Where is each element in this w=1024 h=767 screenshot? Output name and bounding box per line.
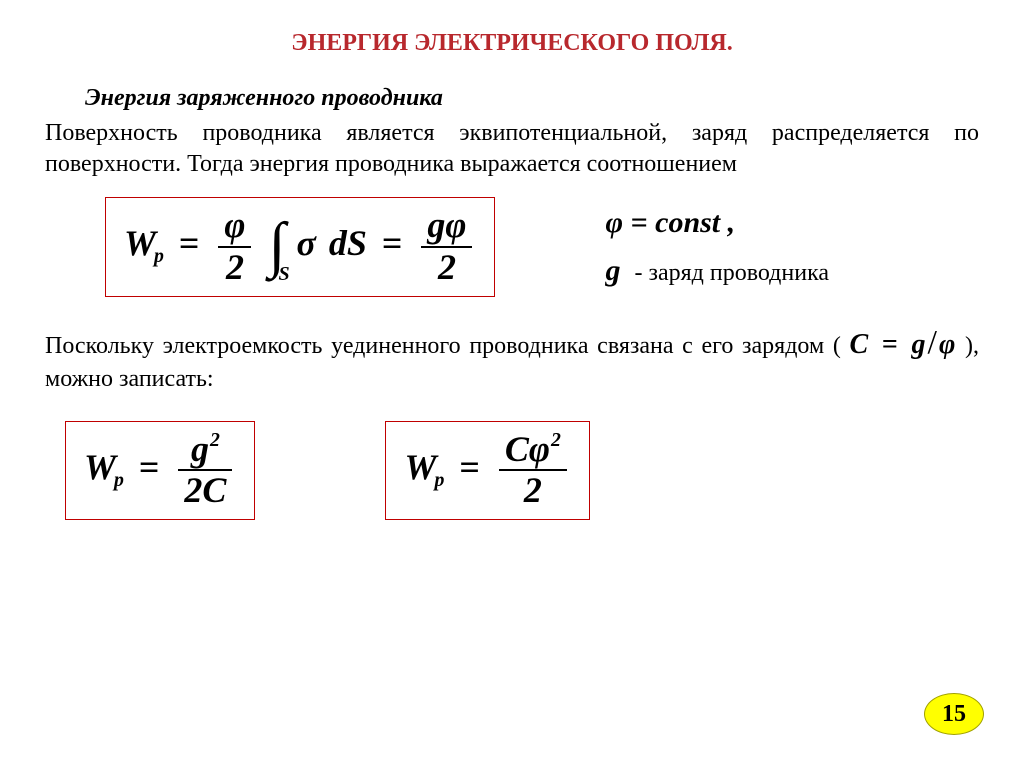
formula-box-c: Wp = Cφ2 2 xyxy=(385,421,589,520)
formula-box-main: Wp = φ 2 ∫ S σ dS = gφ 2 xyxy=(105,197,495,296)
formula-c-phi-squared: Wp = Cφ2 2 xyxy=(404,447,570,487)
formula-g-squared: Wp = g2 2C xyxy=(84,447,236,487)
page-number-badge: 15 xyxy=(924,693,984,735)
paragraph-1: Поверхность проводника является эквипоте… xyxy=(45,118,979,179)
inline-formula-capacity: C = g/φ xyxy=(850,329,966,360)
side-annotations: φ = const , g - заряд проводника xyxy=(605,206,829,288)
section-subtitle: Энергия заряженного проводника xyxy=(85,85,979,112)
formula-box-g: Wp = g2 2C xyxy=(65,421,255,520)
page-title: ЭНЕРГИЯ ЭЛЕКТРИЧЕСКОГО ПОЛЯ. xyxy=(45,30,979,57)
formula-row-bottom: Wp = g2 2C Wp = Cφ2 2 xyxy=(65,421,979,520)
formula-main: Wp = φ 2 ∫ S σ dS = gφ 2 xyxy=(124,223,476,263)
paragraph-2: Поскольку электроемкость уединенного про… xyxy=(45,321,979,395)
g-definition: g - заряд проводника xyxy=(605,254,829,288)
formula-row-main: Wp = φ 2 ∫ S σ dS = gφ 2 φ = co xyxy=(45,197,979,296)
phi-const: φ = const , xyxy=(605,206,829,240)
